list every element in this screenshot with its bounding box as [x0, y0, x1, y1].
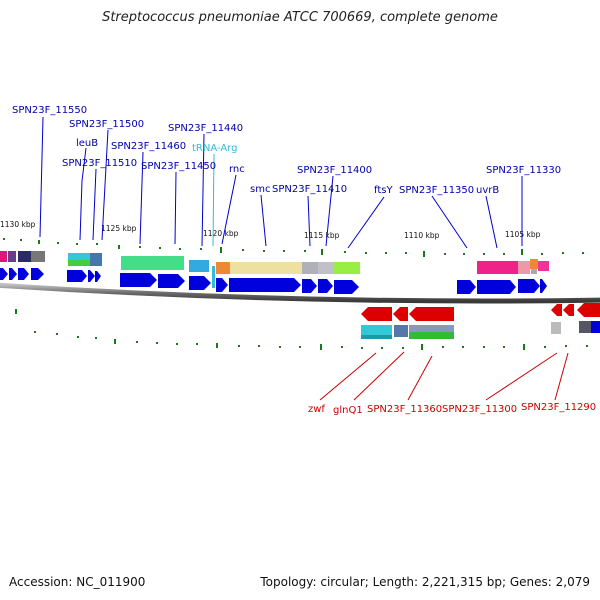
gene-arrow — [563, 304, 574, 316]
gene-arrow — [551, 304, 562, 316]
genome-backbone — [0, 282, 600, 304]
protein-box — [394, 325, 408, 337]
gene-arrow — [477, 280, 516, 294]
gene-label: rnc — [229, 164, 245, 175]
gene-label: SPN23F_11410 — [272, 184, 347, 195]
gene-label: SPN23F_11400 — [297, 165, 372, 176]
protein-box — [318, 262, 334, 274]
gene-arrow — [518, 279, 540, 293]
gene-label: zwf — [308, 404, 325, 415]
gene-label: SPN23F_11290 — [521, 402, 596, 413]
gene-arrow — [31, 268, 44, 280]
gene-label: glnQ1 — [333, 405, 363, 416]
protein-box — [230, 262, 302, 274]
protein-box — [538, 261, 549, 271]
scale-ticks — [3, 238, 588, 350]
gene-label: SPN23F_11500 — [69, 119, 144, 130]
gene-label: SPN23F_11460 — [111, 141, 186, 152]
gene-arrow — [9, 268, 17, 280]
protein-box — [31, 251, 45, 262]
scale-label: 1115 kbp — [304, 231, 340, 240]
protein-box — [216, 262, 230, 274]
protein-box — [302, 262, 318, 274]
upper-leader-lines — [39, 116, 523, 249]
lower-protein-boxes — [361, 321, 600, 339]
accession-text: Accession: NC_011900 — [9, 575, 146, 589]
lower-gene-arrows — [361, 303, 600, 321]
gene-label: leuB — [76, 138, 98, 149]
trna-leader-line — [212, 153, 215, 247]
gene-arrow — [334, 280, 359, 294]
gene-label: SPN23F_11360 — [367, 404, 442, 415]
gene-arrow — [577, 303, 600, 317]
scale-label: 1120 kbp — [203, 229, 239, 238]
gene-arrow — [302, 279, 317, 293]
gene-label: SPN23F_11300 — [442, 404, 517, 415]
scale-label: 1110 kbp — [404, 231, 440, 240]
protein-box — [591, 321, 600, 333]
upper-protein-boxes — [0, 251, 549, 274]
gene-label: SPN23F_11440 — [168, 123, 243, 134]
genome-stats: Topology: circular; Length: 2,221,315 bp… — [260, 575, 590, 589]
gene-arrow — [540, 279, 547, 293]
gene-label: SPN23F_11450 — [141, 161, 216, 172]
protein-box — [551, 322, 561, 334]
lower-leader-lines — [319, 351, 569, 401]
gene-arrow — [158, 274, 185, 288]
protein-box — [477, 261, 518, 274]
gene-arrow — [229, 278, 301, 292]
protein-box — [361, 325, 392, 337]
gene-arrow — [189, 276, 211, 290]
protein-box — [531, 269, 537, 274]
scale-label: 1105 kbp — [505, 230, 541, 239]
protein-box — [530, 259, 538, 269]
protein-box — [68, 253, 90, 262]
protein-box — [409, 325, 454, 332]
trna-marker — [212, 266, 215, 288]
gene-label: ftsY — [374, 185, 393, 196]
protein-box — [334, 262, 360, 274]
protein-box — [409, 332, 454, 339]
gene-arrow — [457, 280, 476, 294]
gene-label: SPN23F_11350 — [399, 185, 474, 196]
gene-arrow — [67, 270, 87, 282]
gene-arrow — [318, 279, 333, 293]
gene-arrow — [393, 307, 408, 321]
gene-arrow — [0, 268, 8, 280]
gene-label: SPN23F_11550 — [12, 105, 87, 116]
scale-label: 1130 kbp — [0, 220, 36, 229]
gene-label: SPN23F_11330 — [486, 165, 561, 176]
genome-title: Streptococcus pneumoniae ATCC 700669, co… — [102, 10, 498, 25]
protein-box — [18, 251, 31, 262]
upper-gene-arrows — [0, 268, 547, 294]
protein-box — [579, 321, 593, 333]
protein-box — [189, 260, 209, 272]
gene-arrow — [120, 273, 157, 287]
protein-box — [361, 335, 392, 339]
gene-arrow — [361, 307, 392, 321]
gene-arrow — [18, 268, 29, 280]
protein-box — [121, 256, 184, 270]
protein-box — [518, 261, 530, 274]
gene-label: SPN23F_11510 — [62, 158, 137, 169]
protein-box — [8, 251, 16, 262]
protein-box — [68, 260, 90, 266]
scale-label: 1125 kbp — [101, 224, 137, 233]
gene-arrow — [409, 307, 454, 321]
gene-arrow — [88, 270, 95, 282]
gene-arrow — [216, 278, 228, 292]
gene-label: uvrB — [476, 185, 499, 196]
gene-label: tRNA-Arg — [192, 143, 237, 154]
protein-box — [0, 251, 7, 262]
protein-box — [90, 253, 102, 266]
gene-arrow — [95, 271, 101, 282]
gene-label: smc — [250, 184, 270, 195]
